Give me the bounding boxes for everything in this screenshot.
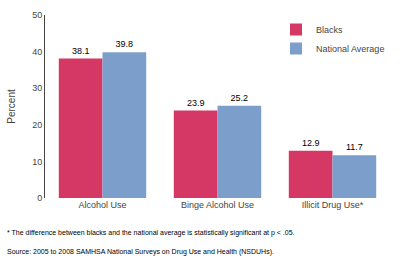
svg-text:10: 10 [32,157,42,167]
svg-text:30: 30 [32,83,42,93]
svg-text:40: 40 [32,47,42,57]
svg-text:National Average: National Average [316,44,384,54]
svg-text:38.1: 38.1 [72,46,90,56]
svg-text:23.9: 23.9 [187,98,205,108]
svg-text:* The difference between black: * The difference between blacks and the … [7,229,295,237]
svg-text:11.7: 11.7 [346,142,363,152]
svg-text:39.8: 39.8 [116,39,134,49]
svg-text:Binge Alcohol Use: Binge Alcohol Use [181,200,254,210]
svg-text:Illicit Drug Use*: Illicit Drug Use* [302,200,364,210]
svg-text:12.9: 12.9 [302,138,320,148]
svg-text:20: 20 [32,120,42,130]
svg-text:Percent: Percent [6,89,17,124]
svg-text:50: 50 [32,10,42,20]
svg-text:Source: 2005 to 2008 SAMHSA Na: Source: 2005 to 2008 SAMHSA National Sur… [7,248,274,256]
svg-text:Alcohol Use: Alcohol Use [78,200,126,210]
svg-text:25.2: 25.2 [231,93,249,103]
svg-text:Blacks: Blacks [316,25,343,35]
svg-text:0: 0 [37,193,42,203]
